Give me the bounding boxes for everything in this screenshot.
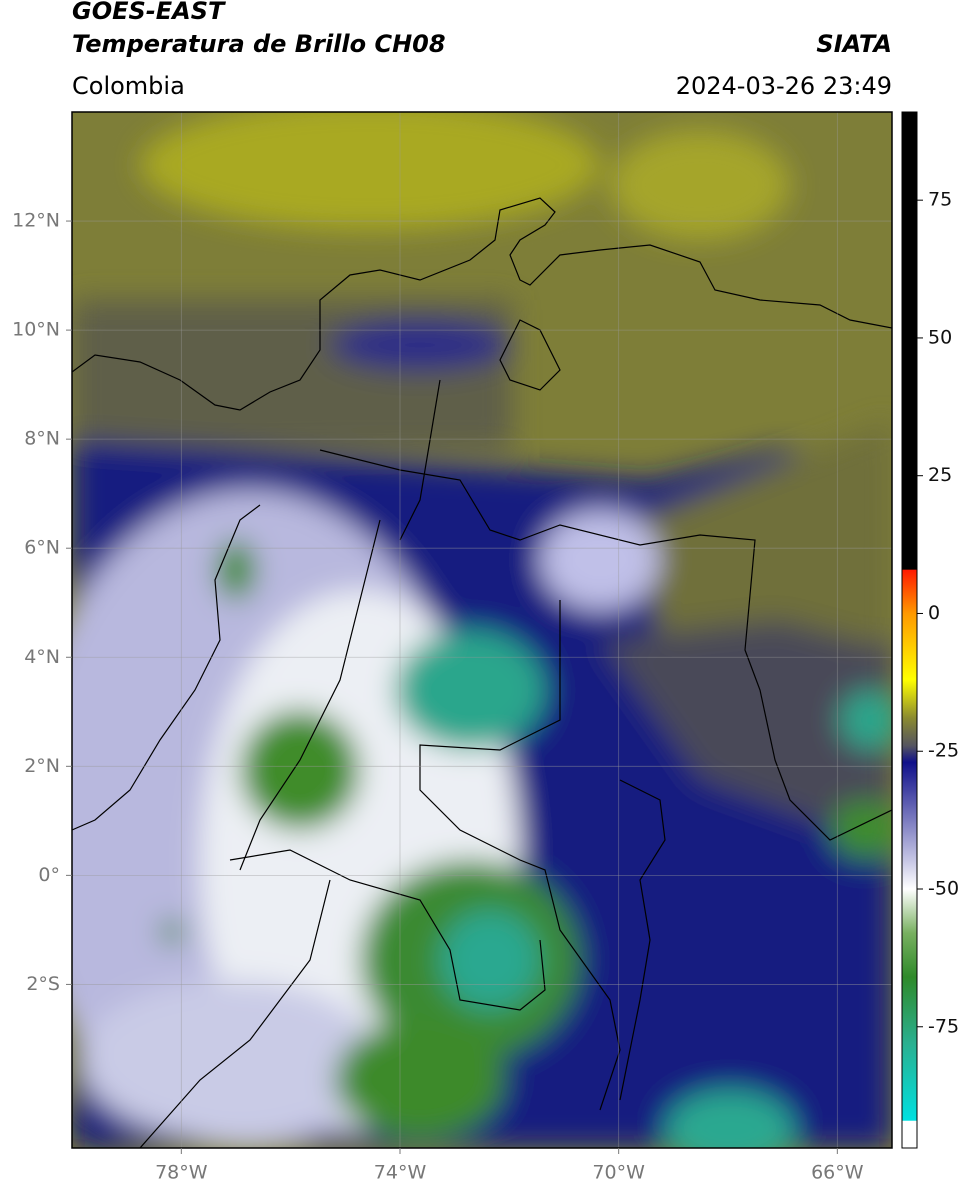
colorbar-tick-label: 75 [928, 189, 952, 211]
lat-tick-label: 4°N [24, 646, 60, 668]
colorbar-tick-label: 25 [928, 464, 952, 486]
colorbar-tick-label: -25 [928, 740, 959, 762]
map-frame [71, 111, 893, 1149]
lat-tick-label: 2°S [26, 973, 60, 995]
borders [72, 197, 892, 1148]
lon-tick-label: 66°W [811, 1162, 864, 1184]
source: SIATA [816, 30, 892, 58]
lat-tick-label: 8°N [24, 428, 60, 450]
lon-tick-label: 74°W [374, 1162, 427, 1184]
lat-tick-label: 0° [38, 864, 60, 886]
grid [72, 112, 892, 1148]
lat-tick-label: 6°N [24, 537, 60, 559]
colorbar-tick-label: 50 [928, 326, 952, 348]
lat-tick-label: 12°N [12, 210, 60, 232]
lat-tick-label: 10°N [12, 319, 60, 341]
lon-tick-label: 78°W [155, 1162, 208, 1184]
title-line1: GOES-EAST [72, 0, 226, 25]
region: Colombia [72, 72, 185, 100]
lat-tick-label: 2°N [24, 755, 60, 777]
satellite-image [72, 112, 892, 1148]
lon-tick-label: 70°W [592, 1162, 645, 1184]
colorbar-tick-label: 0 [928, 602, 940, 624]
title-line2: Temperatura de Brillo CH08 [72, 30, 446, 58]
colorbar [901, 111, 918, 1149]
colorbar-tick-label: -50 [928, 878, 959, 900]
datetime: 2024-03-26 23:49 [676, 72, 892, 100]
colorbar-tick-label: -75 [928, 1015, 959, 1037]
